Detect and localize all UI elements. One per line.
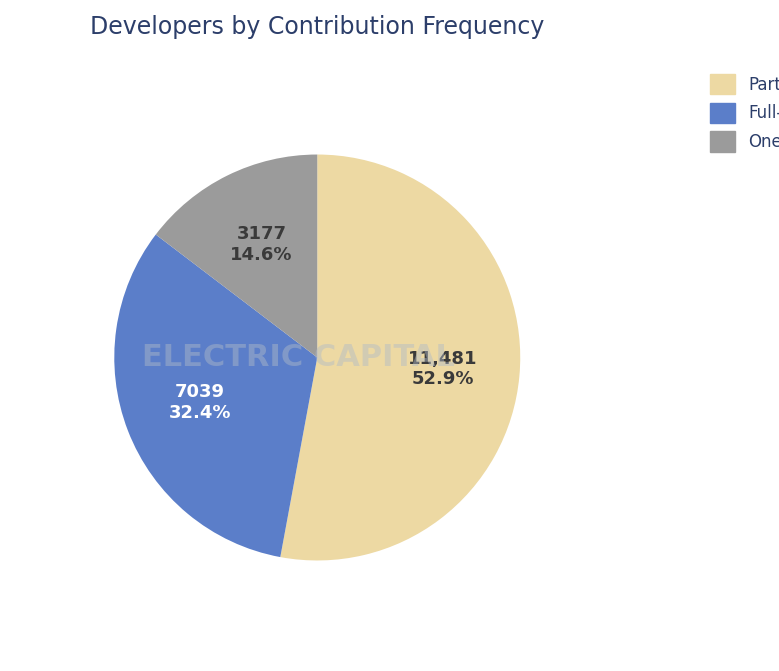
Text: ELECTRIC CAPITAL: ELECTRIC CAPITAL [142,343,455,372]
Wedge shape [280,154,520,560]
Title: Developers by Contribution Frequency: Developers by Contribution Frequency [90,15,545,39]
Legend: Part-Time, Full-Time, One-Time: Part-Time, Full-Time, One-Time [703,67,779,158]
Text: 11,481
52.9%: 11,481 52.9% [408,350,478,389]
Wedge shape [156,154,317,358]
Text: 3177
14.6%: 3177 14.6% [230,225,293,264]
Text: 7039
32.4%: 7039 32.4% [168,383,231,422]
Wedge shape [115,235,317,557]
